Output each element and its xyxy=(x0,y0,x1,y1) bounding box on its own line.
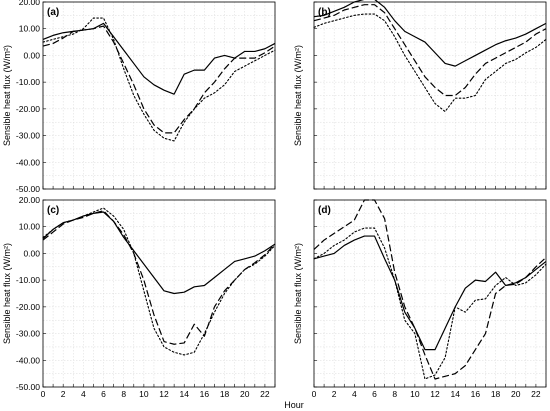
y-tick-label: -50.00 xyxy=(16,184,40,194)
x-tick-label: 10 xyxy=(410,389,420,399)
y-tick-label: -50.00 xyxy=(16,382,40,392)
x-tick-label: 6 xyxy=(101,389,106,399)
y-tick-label: -20.00 xyxy=(16,104,40,114)
panel-frame xyxy=(313,1,547,190)
x-tick-label: 20 xyxy=(511,389,521,399)
y-tick-label: 10.00 xyxy=(19,222,41,232)
y-tick-label: -10.00 xyxy=(16,77,40,87)
y-axis-title-bottom: Sensible heat flux (W/m²) xyxy=(2,243,12,344)
panel-frame xyxy=(42,1,276,190)
y-tick-label: -40.00 xyxy=(16,157,40,167)
x-tick-label: 16 xyxy=(471,389,481,399)
y-tick-label: -20.00 xyxy=(16,302,40,312)
panel-frame xyxy=(313,199,547,388)
y-axis-title-right: Sensible heat flux (W/m²) xyxy=(293,45,303,146)
x-tick-label: 0 xyxy=(312,389,317,399)
panel-label: (c) xyxy=(47,205,59,216)
series-line-dotted xyxy=(313,227,547,380)
x-tick-label: 8 xyxy=(121,389,126,399)
series-line-dotted xyxy=(42,207,276,356)
y-tick-label: 20.00 xyxy=(19,195,41,205)
x-tick-label: 2 xyxy=(61,389,66,399)
panel-label: (b) xyxy=(318,7,331,18)
y-axis-title-top: Sensible heat flux (W/m²) xyxy=(2,45,12,146)
x-tick-label: 20 xyxy=(240,389,250,399)
series-line-solid xyxy=(42,211,276,295)
x-tick-label: 18 xyxy=(220,389,230,399)
y-tick-label: -10.00 xyxy=(16,275,40,285)
y-axis-title-right: Sensible heat flux (W/m²) xyxy=(293,243,303,344)
series-line-solid xyxy=(42,22,276,95)
y-tick-label: 20.00 xyxy=(19,0,41,7)
series-line-dashed xyxy=(42,210,276,345)
series-line-solid xyxy=(313,235,547,351)
panel-label: (a) xyxy=(47,7,59,18)
series-line-solid xyxy=(313,0,547,67)
panel-frame xyxy=(42,199,276,388)
x-tick-label: 22 xyxy=(531,389,541,399)
x-tick-label: 0 xyxy=(41,389,46,399)
x-tick-label: 10 xyxy=(139,389,149,399)
x-tick-label: 2 xyxy=(332,389,337,399)
x-tick-label: 4 xyxy=(352,389,357,399)
series-line-dotted xyxy=(42,17,276,142)
y-tick-label: 0.00 xyxy=(23,248,40,258)
panel-label: (d) xyxy=(318,205,331,216)
y-tick-label: -30.00 xyxy=(16,131,40,141)
x-tick-label: 12 xyxy=(159,389,169,399)
x-axis-title: Hour xyxy=(284,400,304,410)
series-line-dashed xyxy=(313,4,547,97)
x-tick-label: 22 xyxy=(260,389,270,399)
series-line-dotted xyxy=(313,13,547,113)
y-tick-label: 10.00 xyxy=(19,24,41,34)
x-tick-label: 16 xyxy=(200,389,210,399)
x-tick-label: 4 xyxy=(81,389,86,399)
x-tick-label: 6 xyxy=(372,389,377,399)
x-tick-label: 12 xyxy=(430,389,440,399)
y-tick-label: -40.00 xyxy=(16,355,40,365)
x-tick-label: 14 xyxy=(179,389,189,399)
y-tick-label: -30.00 xyxy=(16,329,40,339)
x-tick-label: 8 xyxy=(392,389,397,399)
series-line-dashed xyxy=(313,199,547,380)
y-tick-label: 0.00 xyxy=(23,50,40,60)
series-line-dashed xyxy=(42,25,276,134)
x-tick-label: 14 xyxy=(450,389,460,399)
x-tick-label: 18 xyxy=(491,389,501,399)
